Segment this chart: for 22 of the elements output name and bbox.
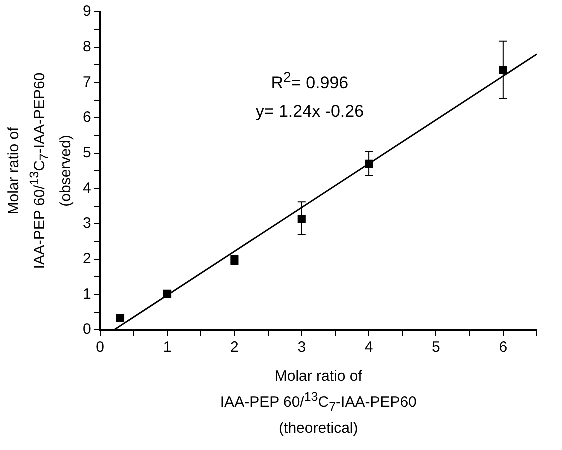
y-tick-label: 2	[83, 250, 92, 268]
y-tick-label: 5	[83, 144, 92, 162]
y-tick-label: 3	[83, 215, 92, 232]
x-tick-label: 3	[298, 339, 306, 356]
y-tick-label: 9	[83, 3, 92, 20]
y-tick-label: 7	[83, 74, 92, 91]
y-tick-label: 1	[83, 286, 92, 303]
x-tick-label: 4	[364, 339, 374, 356]
x-tick-label: 0	[96, 339, 105, 356]
y-tick-label: 0	[83, 321, 92, 338]
point	[163, 290, 172, 298]
y-tick-label: 6	[83, 109, 92, 126]
point	[116, 314, 125, 322]
x-axis-title: Molar ratio of IAA-PEP 60/$^{13}$C$_{7}$-IAA-PEP60 (theoretical)	[219, 367, 418, 439]
annotation: y= 1.24x -0.26	[256, 102, 364, 122]
y-tick-label: 4	[83, 180, 92, 197]
x-tick-label: 6	[499, 339, 508, 356]
x-tick-label: 5	[432, 339, 440, 356]
annotation: R$^{2}$= 0.996	[271, 70, 349, 94]
x-tick-label: 2	[230, 339, 239, 356]
y-tick-label: 8	[83, 38, 92, 56]
x-tick-label: 1	[163, 339, 172, 356]
